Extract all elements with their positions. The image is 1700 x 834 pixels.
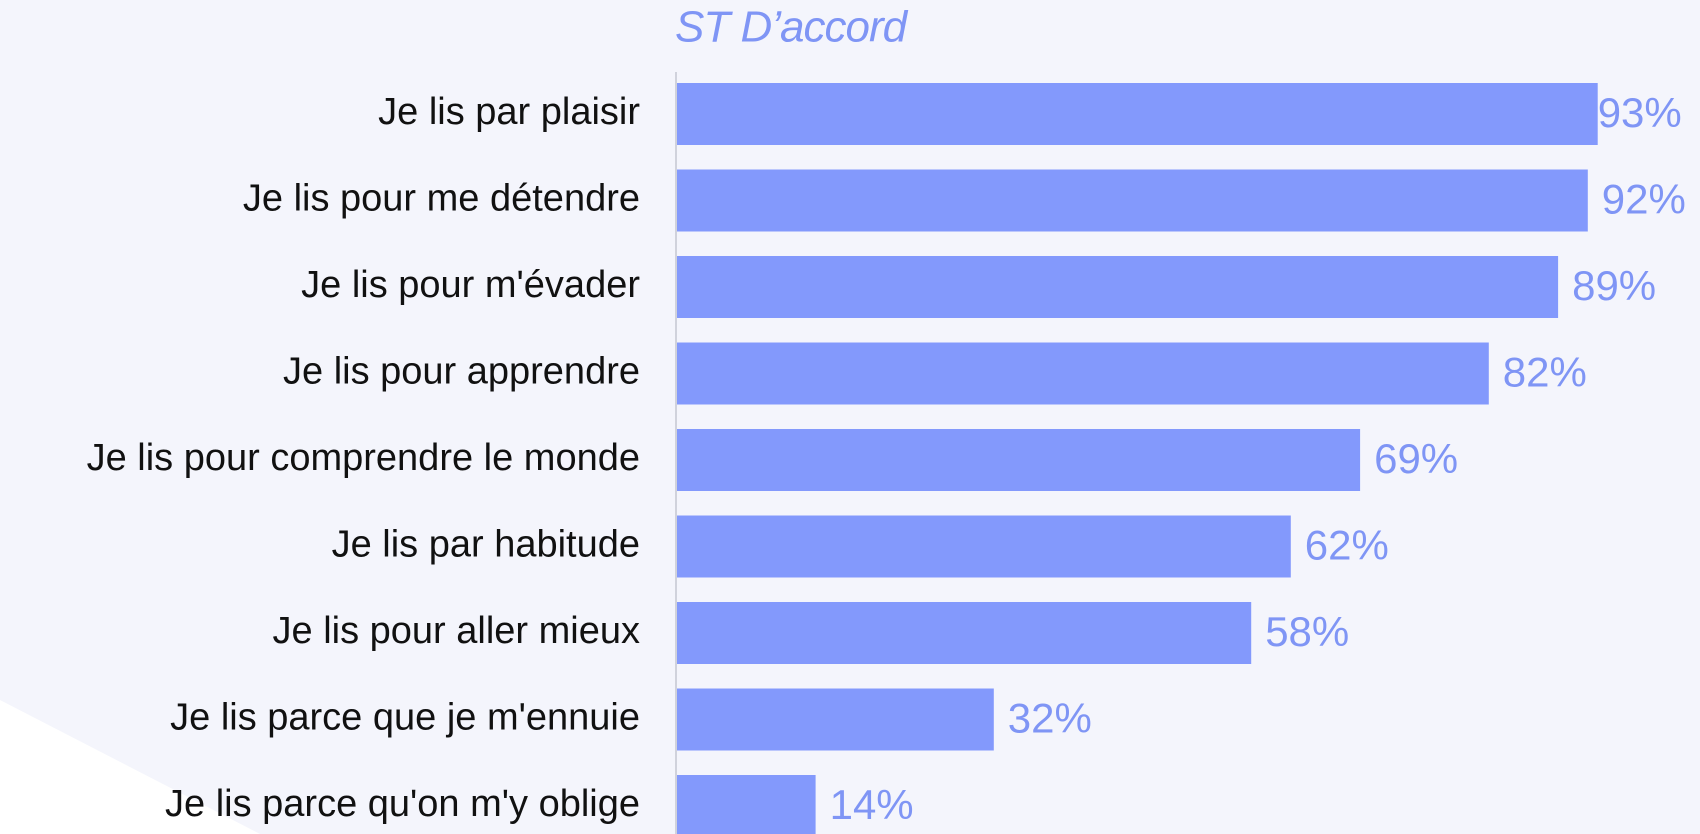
bar — [677, 602, 1252, 664]
chart-title: ST D’accord — [675, 3, 909, 52]
category-label: Je lis par plaisir — [378, 91, 640, 133]
value-label: 58% — [1265, 608, 1349, 655]
bar — [677, 775, 816, 834]
background-shape — [0, 700, 260, 834]
bar — [677, 688, 994, 751]
category-label: Je lis pour me détendre — [243, 178, 640, 220]
bar — [677, 169, 1588, 232]
bar — [677, 429, 1361, 491]
value-label: 32% — [1008, 695, 1092, 742]
bar — [677, 342, 1489, 405]
category-label: Je lis parce qu'on m'y oblige — [165, 783, 640, 825]
bar — [677, 515, 1291, 578]
category-label: Je lis pour aller mieux — [273, 610, 640, 652]
category-label: Je lis pour comprendre le monde — [87, 437, 640, 479]
category-label: Je lis pour apprendre — [283, 351, 640, 393]
value-label: 92% — [1602, 176, 1686, 223]
value-label: 14% — [830, 781, 914, 828]
category-label: Je lis par habitude — [332, 524, 640, 566]
value-label: 69% — [1374, 435, 1458, 482]
category-label: Je lis pour m'évader — [301, 264, 640, 306]
value-label: 89% — [1572, 262, 1656, 309]
category-label: Je lis parce que je m'ennuie — [170, 697, 640, 739]
bar — [677, 83, 1598, 145]
value-label: 62% — [1305, 522, 1389, 569]
value-label: 82% — [1503, 349, 1587, 396]
value-label: 93% — [1598, 89, 1682, 136]
bar — [677, 256, 1559, 318]
